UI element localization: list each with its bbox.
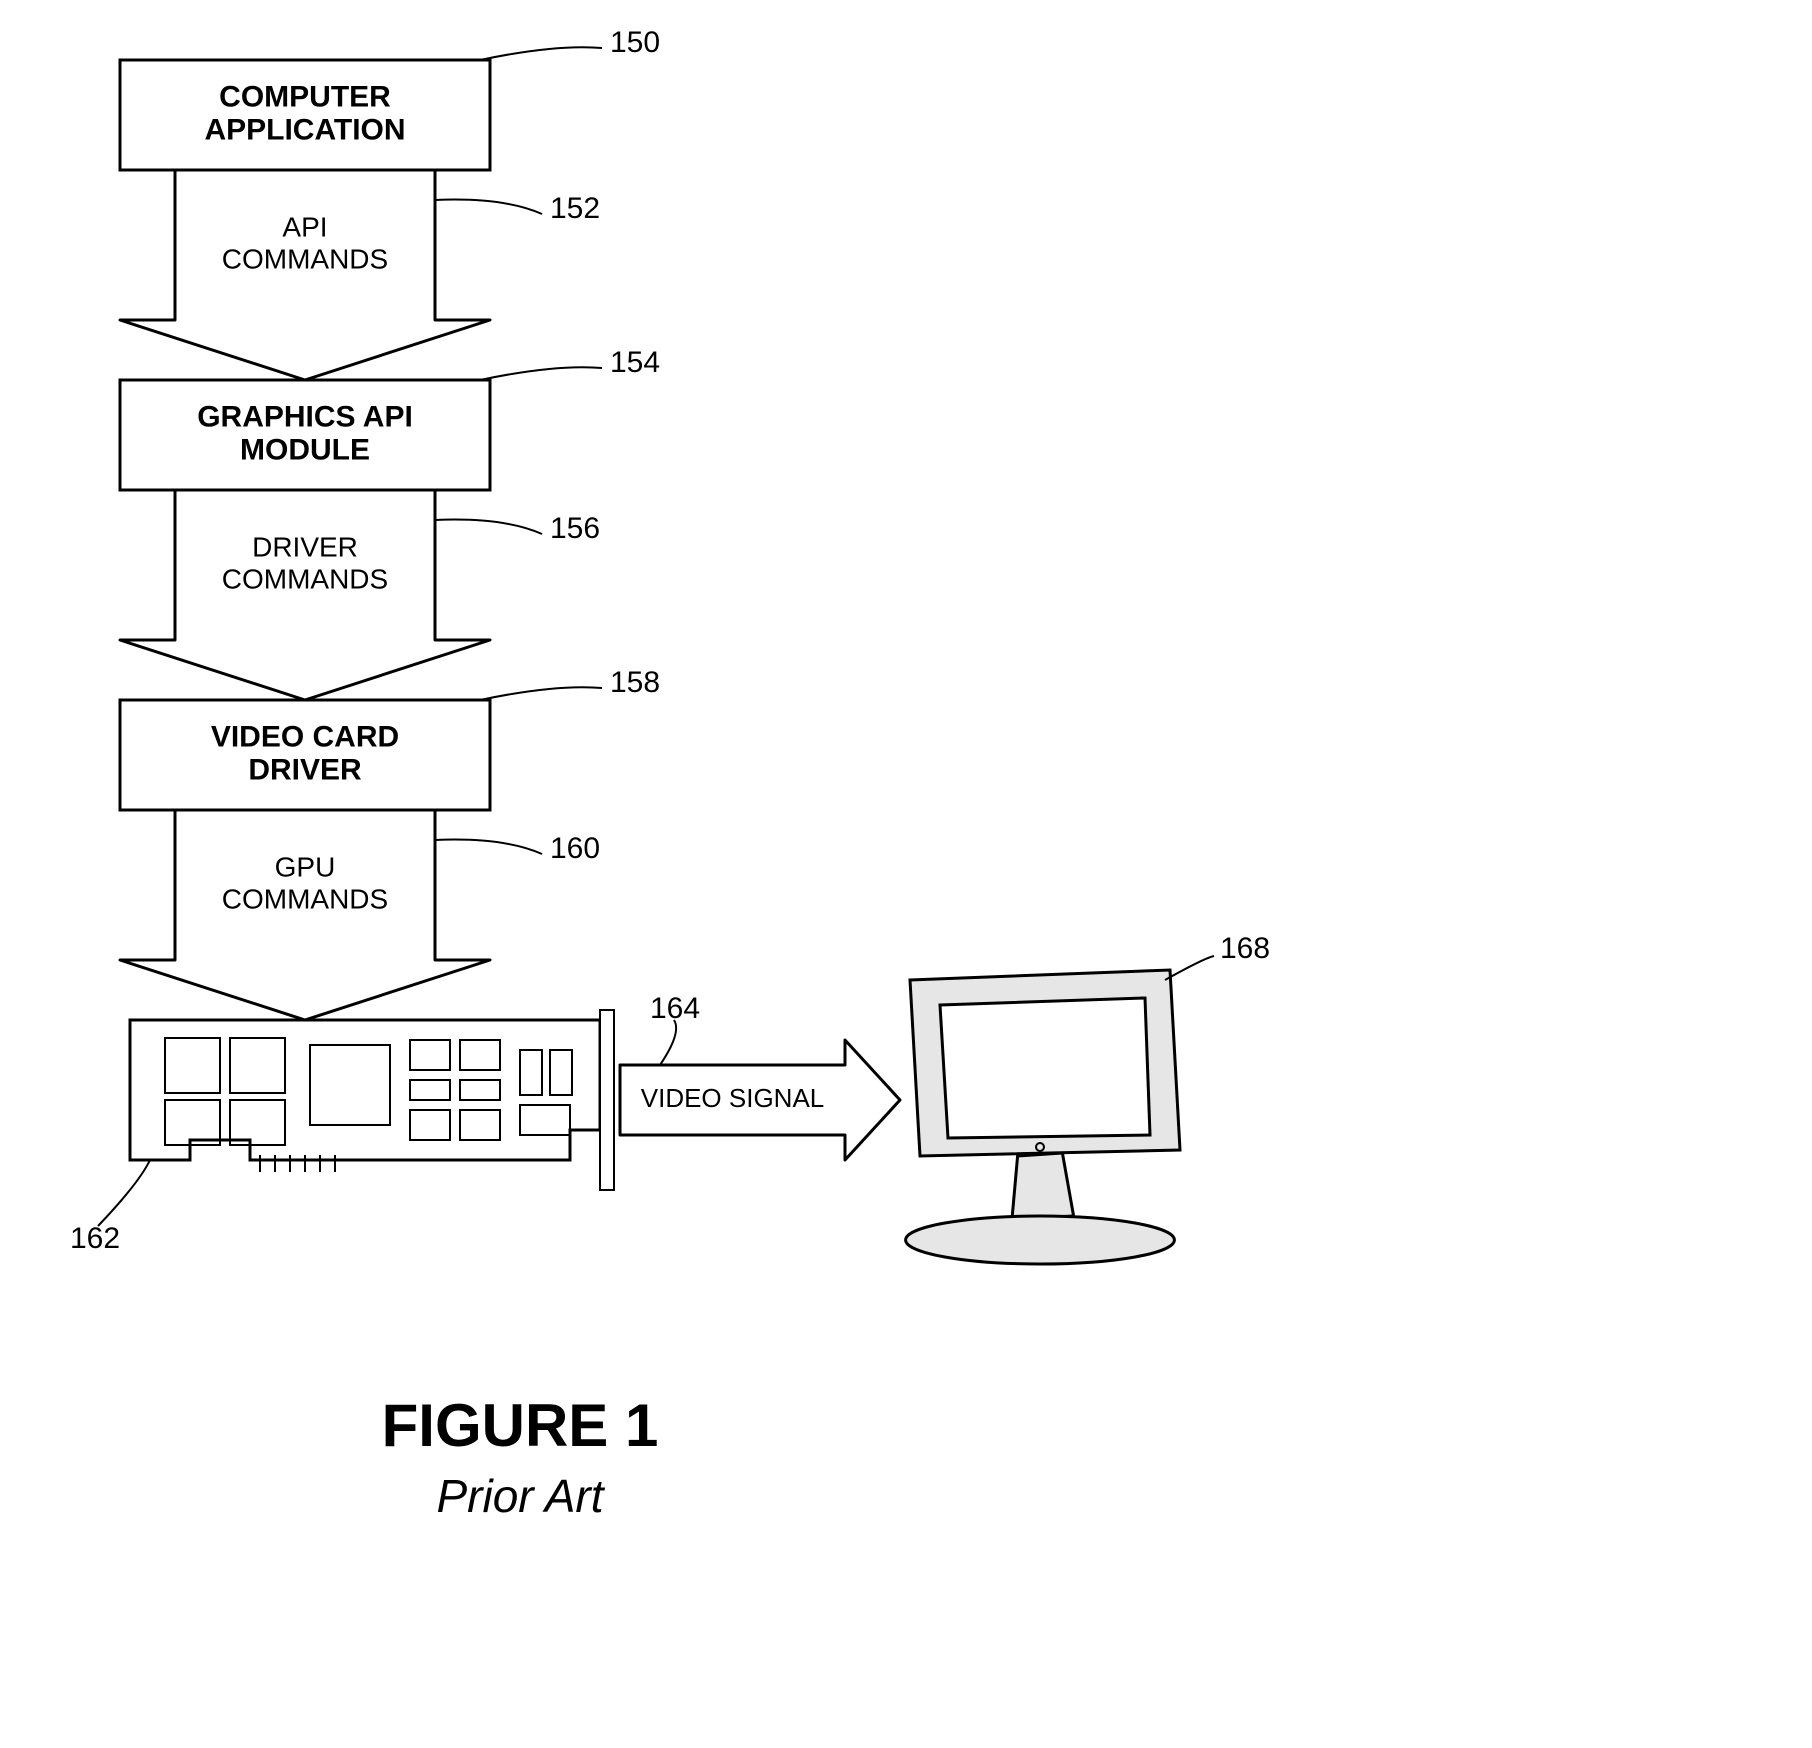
api-label-1: MODULE: [240, 433, 370, 466]
app-label-1: APPLICATION: [204, 113, 405, 146]
down-arrow: [120, 170, 490, 380]
ref-158: 158: [610, 666, 660, 699]
ref-160: 160: [550, 832, 600, 865]
svg-text:COMMANDS: COMMANDS: [222, 883, 388, 914]
svg-text:GPU: GPU: [275, 851, 336, 882]
svg-text:VIDEO SIGNAL: VIDEO SIGNAL: [641, 1083, 825, 1113]
driver-label-1: DRIVER: [248, 753, 362, 786]
api-label-0: GRAPHICS API: [197, 400, 413, 433]
ref-156: 156: [550, 512, 600, 545]
svg-text:COMMANDS: COMMANDS: [222, 563, 388, 594]
figure-title: FIGURE 1: [382, 1392, 659, 1459]
svg-text:COMMANDS: COMMANDS: [222, 243, 388, 274]
driver-label-0: VIDEO CARD: [211, 720, 399, 753]
figure-subtitle: Prior Art: [437, 1470, 606, 1522]
app-label-0: COMPUTER: [219, 80, 391, 113]
down-arrow: [120, 490, 490, 700]
ref-168: 168: [1220, 932, 1270, 965]
ref-162: 162: [70, 1222, 120, 1255]
svg-text:DRIVER: DRIVER: [252, 531, 358, 562]
ref-150: 150: [610, 26, 660, 59]
ref-152: 152: [550, 192, 600, 225]
svg-text:API: API: [282, 211, 327, 242]
video-card: [130, 1020, 600, 1160]
down-arrow: [120, 810, 490, 1020]
monitor-base: [906, 1216, 1175, 1264]
ref-154: 154: [610, 346, 660, 379]
